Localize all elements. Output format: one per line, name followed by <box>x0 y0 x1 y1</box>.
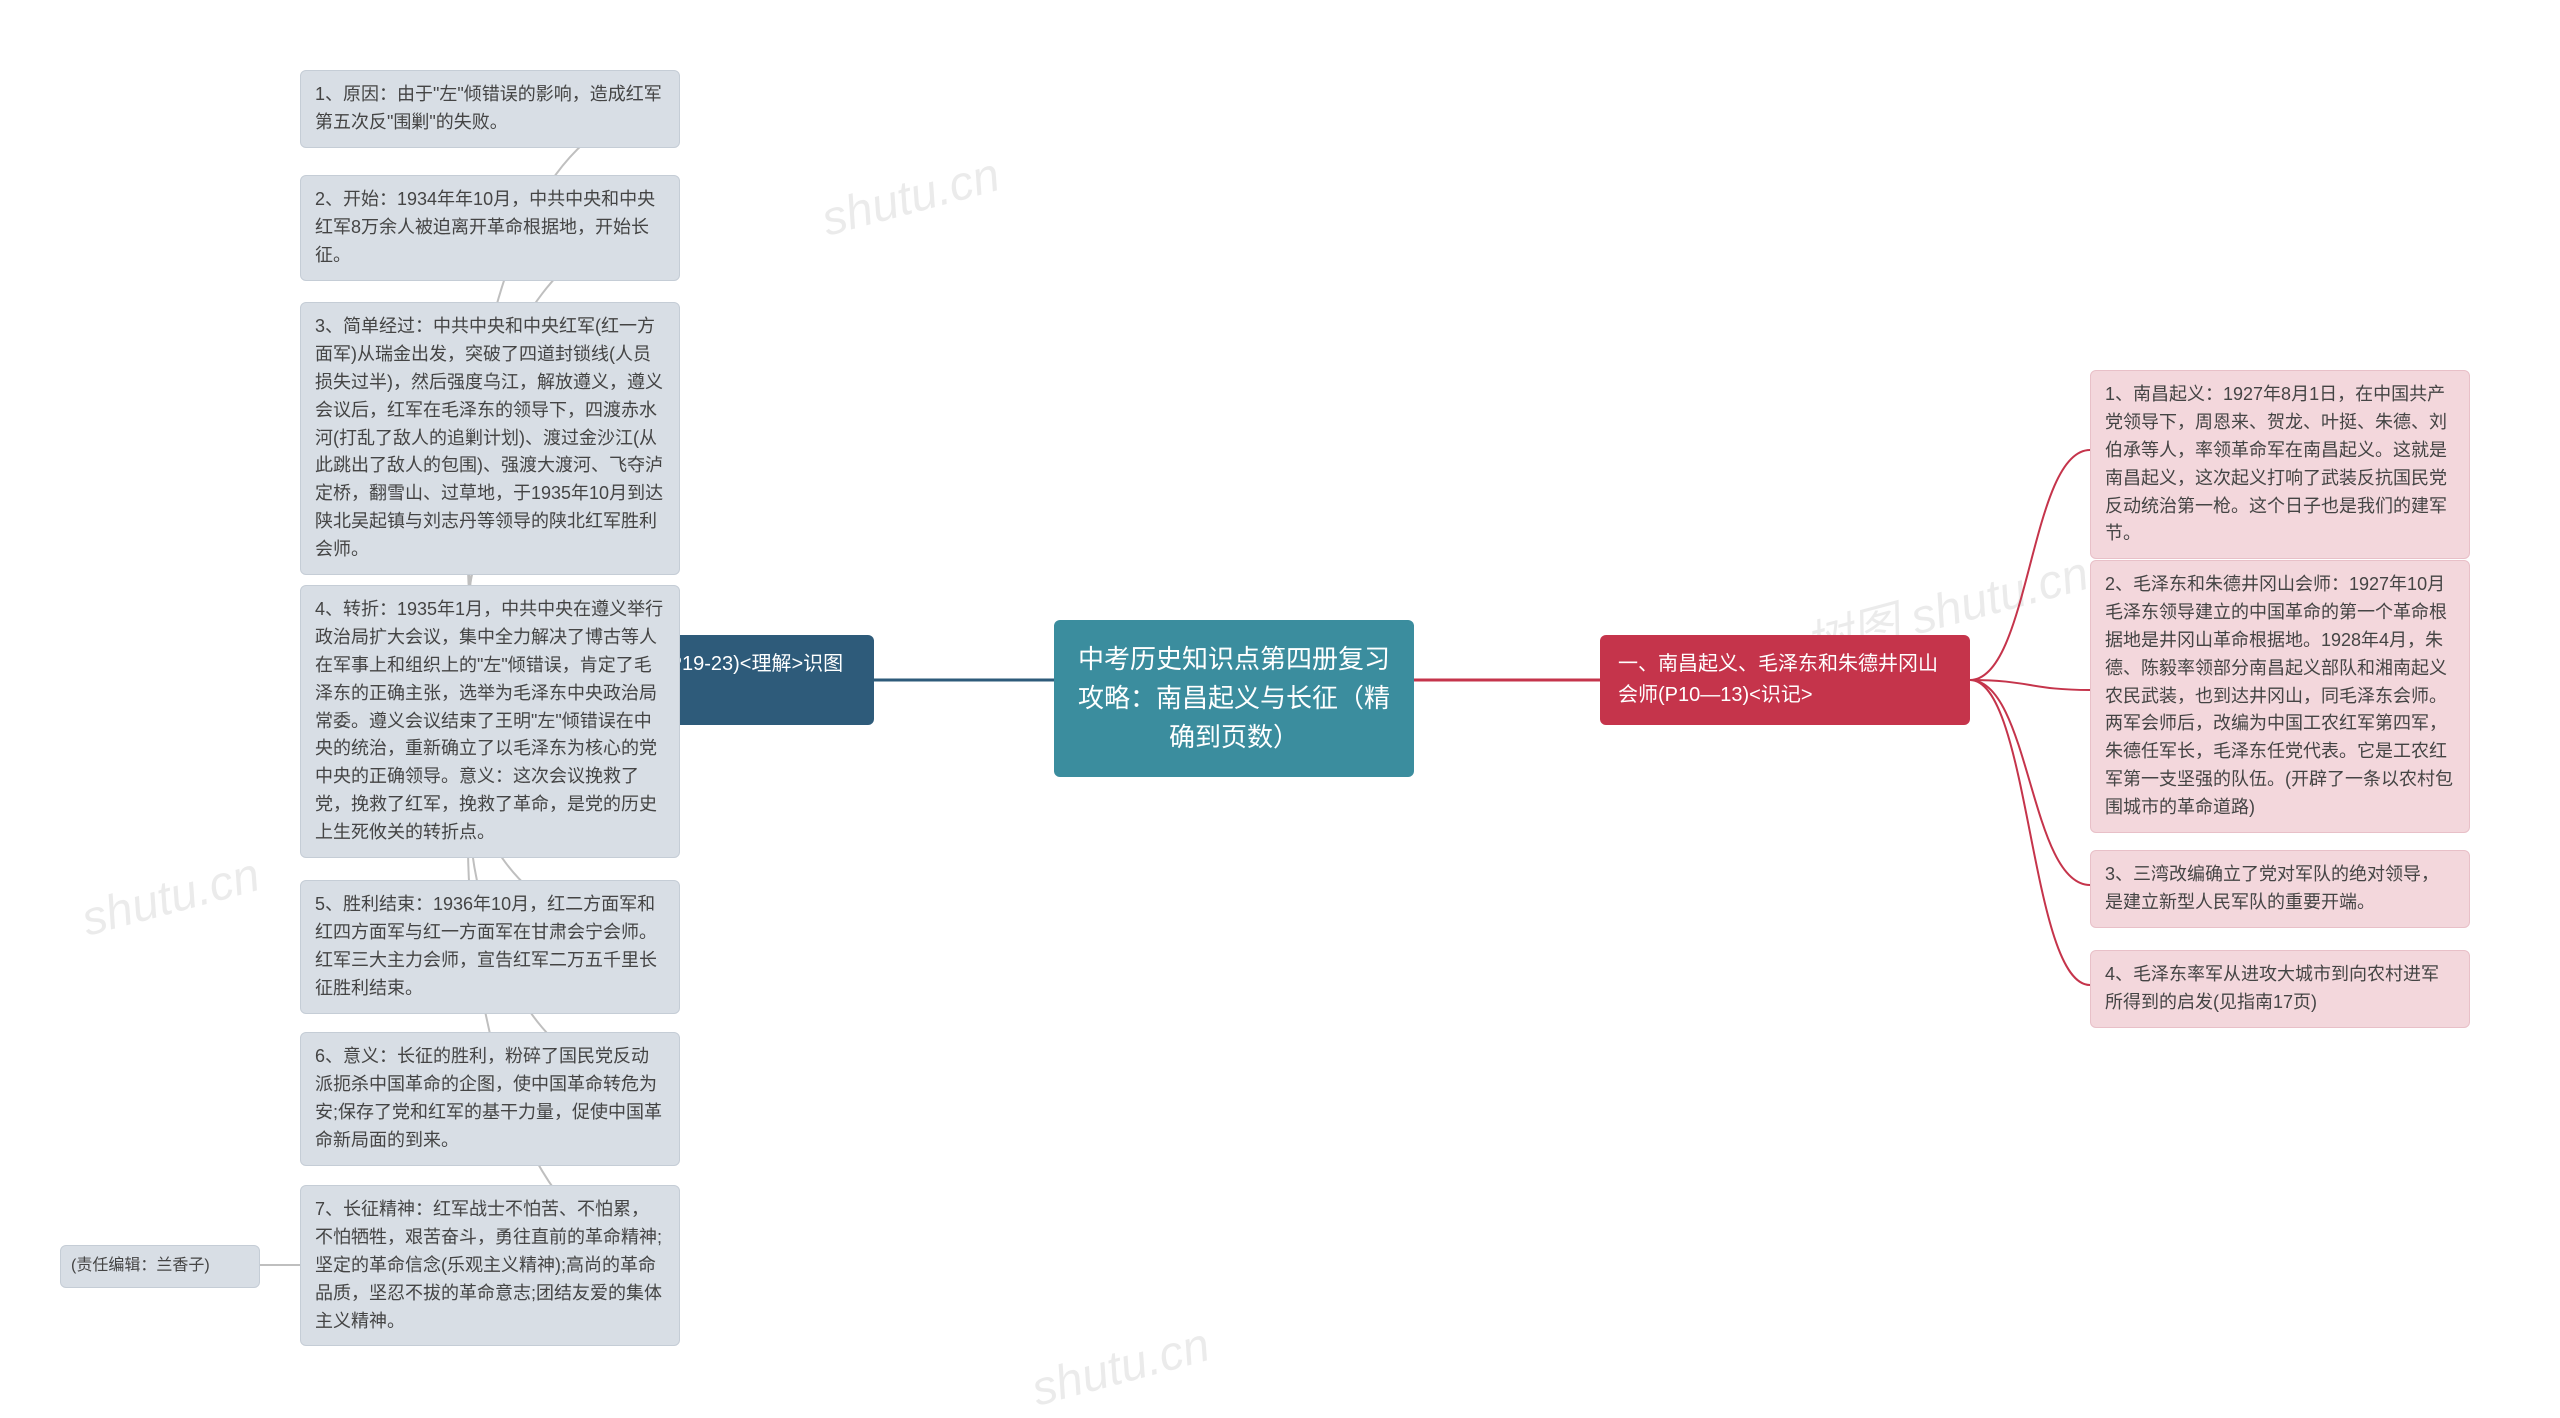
watermark: shutu.cn <box>76 847 266 947</box>
watermark: shutu.cn <box>1026 1317 1216 1417</box>
leaf-left-7[interactable]: 7、长征精神：红军战士不怕苦、不怕累，不怕牺牲，艰苦奋斗，勇往直前的革命精神;坚… <box>300 1185 680 1346</box>
leaf-right-3[interactable]: 3、三湾改编确立了党对军队的绝对领导，是建立新型人民军队的重要开端。 <box>2090 850 2470 928</box>
leaf-right-2[interactable]: 2、毛泽东和朱德井冈山会师：1927年10月毛泽东领导建立的中国革命的第一个革命… <box>2090 560 2470 833</box>
leaf-left-6[interactable]: 6、意义：长征的胜利，粉碎了国民党反动派扼杀中国革命的企图，使中国革命转危为安;… <box>300 1032 680 1166</box>
leaf-right-4[interactable]: 4、毛泽东率军从进攻大城市到向农村进军所得到的启发(见指南17页) <box>2090 950 2470 1028</box>
leaf-left-1[interactable]: 1、原因：由于"左"倾错误的影响，造成红军第五次反"围剿"的失败。 <box>300 70 680 148</box>
leaf-left-5[interactable]: 5、胜利结束：1936年10月，红二方面军和红四方面军与红一方面军在甘肃会宁会师… <box>300 880 680 1014</box>
leaf-left-4[interactable]: 4、转折：1935年1月，中共中央在遵义举行政治局扩大会议，集中全力解决了博古等… <box>300 585 680 858</box>
root-node[interactable]: 中考历史知识点第四册复习攻略：南昌起义与长征（精确到页数） <box>1054 620 1414 777</box>
branch-nanchang[interactable]: 一、南昌起义、毛泽东和朱德井冈山会师(P10—13)<识记> <box>1600 635 1970 725</box>
leaf-right-1[interactable]: 1、南昌起义：1927年8月1日，在中国共产党领导下，周恩来、贺龙、叶挺、朱德、… <box>2090 370 2470 559</box>
editor-note: (责任编辑：兰香子) <box>60 1245 260 1288</box>
mindmap-canvas: shutu.cn 树图 shutu.cn shutu.cn shutu.cn 中… <box>0 0 2560 1391</box>
watermark: shutu.cn <box>816 147 1006 247</box>
leaf-left-3[interactable]: 3、简单经过：中共中央和中央红军(红一方面军)从瑞金出发，突破了四道封锁线(人员… <box>300 302 680 575</box>
leaf-left-2[interactable]: 2、开始：1934年年10月，中共中央和中央红军8万余人被迫离开革命根据地，开始… <box>300 175 680 281</box>
